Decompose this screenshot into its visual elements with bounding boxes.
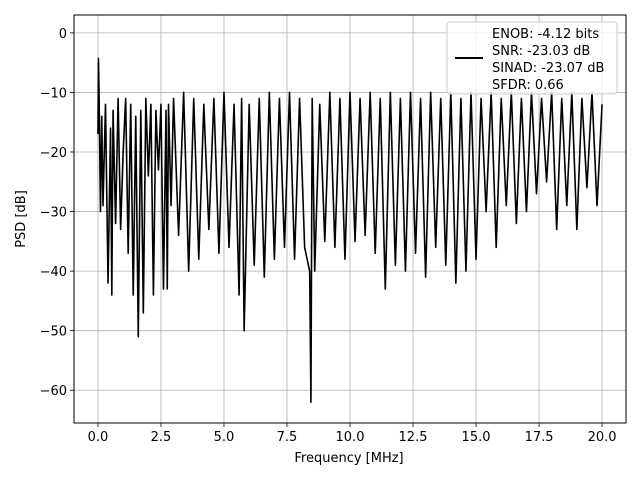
x-tick-label: 5.0 bbox=[214, 430, 235, 445]
y-tick-label: −50 bbox=[40, 325, 67, 340]
y-tick-label: −40 bbox=[40, 265, 67, 280]
x-tick-label: 7.5 bbox=[277, 430, 298, 445]
x-tick-label: 15.0 bbox=[462, 430, 491, 445]
x-tick-label: 17.5 bbox=[525, 430, 554, 445]
legend-snr: SNR: -23.03 dB bbox=[492, 44, 590, 59]
y-tick-label: 0 bbox=[59, 27, 67, 42]
y-tick-label: −30 bbox=[40, 206, 67, 221]
y-axis: 0 −10 −20 −30 −40 −50 −60 bbox=[40, 27, 74, 399]
x-tick-label: 10.0 bbox=[336, 430, 365, 445]
psd-line bbox=[97, 57, 603, 403]
legend-sinad: SINAD: -23.07 dB bbox=[492, 61, 604, 76]
x-tick-label: 0.0 bbox=[88, 430, 109, 445]
legend-sfdr: SFDR: 0.66 bbox=[492, 78, 564, 93]
legend-box bbox=[446, 21, 618, 95]
x-tick-label: 20.0 bbox=[588, 430, 617, 445]
x-axis: 0.0 2.5 5.0 7.5 10.0 12.5 15.0 17.5 20.0 bbox=[88, 423, 617, 445]
psd-series bbox=[97, 57, 603, 403]
y-tick-label: −60 bbox=[40, 384, 67, 399]
legend-enob: ENOB: -4.12 bits bbox=[492, 27, 599, 42]
x-tick-label: 2.5 bbox=[151, 430, 172, 445]
y-tick-label: −20 bbox=[40, 146, 67, 161]
x-axis-label: Frequency [MHz] bbox=[294, 451, 403, 466]
y-tick-label: −10 bbox=[40, 86, 67, 101]
legend: ENOB: -4.12 bits SNR: -23.03 dB SINAD: -… bbox=[446, 21, 618, 95]
x-tick-label: 12.5 bbox=[399, 430, 428, 445]
y-axis-label: PSD [dB] bbox=[14, 190, 29, 248]
